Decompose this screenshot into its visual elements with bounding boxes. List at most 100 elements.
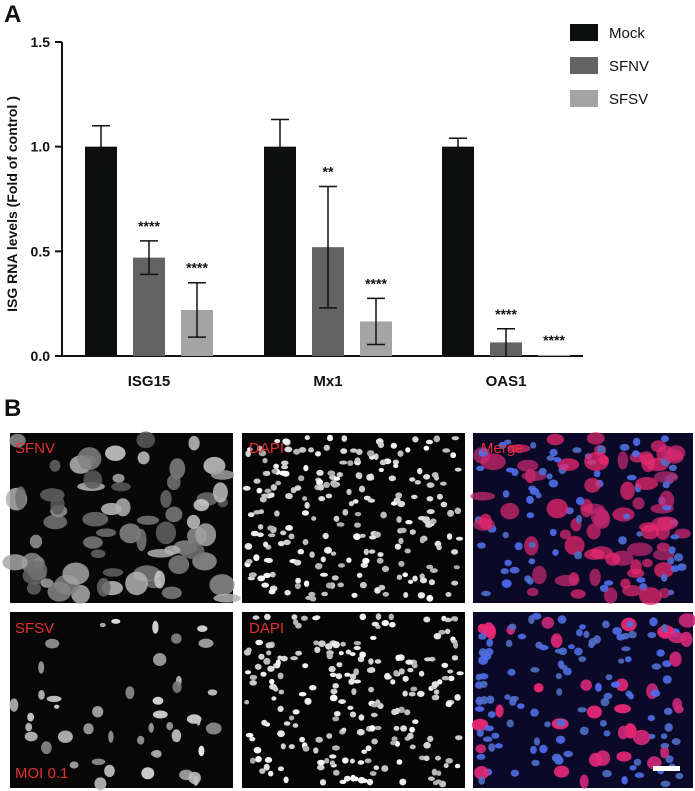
cell-blob [94, 777, 107, 791]
cell-blob [47, 581, 72, 602]
cell-blob [267, 525, 274, 531]
cell-blob [674, 705, 684, 714]
cell-blob [342, 757, 349, 764]
cell-blob [346, 488, 352, 495]
cell-blob [426, 509, 435, 515]
cell-blob [366, 450, 375, 457]
cell-blob [412, 575, 418, 582]
cell-blob [188, 771, 201, 785]
cell-blob [409, 477, 416, 482]
cell-blob [244, 670, 252, 675]
cell-blob [402, 572, 409, 578]
cell-blob [354, 511, 362, 517]
cell-blob [441, 676, 450, 681]
cell-blob [504, 559, 512, 567]
cell-blob [164, 545, 181, 555]
cell-blob [433, 689, 440, 695]
micrograph-sfsv [9, 612, 233, 791]
cell-blob [405, 447, 411, 453]
cell-blob [299, 736, 305, 743]
cell-blob [29, 534, 43, 549]
cell-blob [677, 563, 687, 571]
cell-blob [621, 776, 628, 785]
cell-blob [137, 451, 150, 465]
cell-blob [526, 587, 539, 597]
cell-blob [477, 542, 486, 549]
cell-blob [243, 649, 251, 656]
cell-blob [393, 725, 400, 731]
cell-blob [595, 682, 602, 692]
cell-blob [273, 686, 279, 692]
significance-label: **** [186, 260, 208, 276]
cell-blob [136, 431, 156, 449]
cell-blob [418, 670, 425, 677]
cell-blob [476, 465, 485, 471]
cell-blob [148, 722, 154, 733]
cell-blob [483, 622, 495, 637]
cell-blob [370, 703, 379, 708]
cell-blob [662, 660, 672, 668]
cell-blob [426, 594, 434, 602]
cell-blob [291, 614, 298, 620]
cell-blob [653, 471, 679, 483]
cell-blob [154, 570, 166, 589]
cell-blob [635, 477, 658, 490]
cell-blob [255, 639, 264, 646]
cell-blob [369, 725, 376, 732]
cell-blob [417, 592, 426, 599]
cell-blob [577, 707, 587, 713]
cell-blob [617, 725, 629, 740]
scale-bar [653, 766, 680, 771]
cell-blob [434, 779, 442, 785]
cell-blob [399, 527, 407, 534]
cell-blob [9, 698, 19, 712]
cell-blob [197, 625, 208, 632]
cell-blob [298, 447, 307, 453]
cell-blob [448, 675, 455, 682]
cell-blob [277, 766, 284, 772]
cell-blob [313, 640, 319, 646]
cell-blob [331, 482, 339, 488]
cell-blob [436, 770, 442, 776]
cell-blob [249, 736, 256, 742]
cell-blob [557, 458, 580, 471]
cell-blob [285, 525, 293, 531]
cell-blob [628, 630, 637, 639]
cell-blob [205, 722, 222, 735]
cell-blob [621, 632, 630, 640]
cell-blob [626, 474, 637, 481]
cell-blob [451, 436, 460, 441]
bar-chart: 0.0 0.5 1.0 1.5 ISG RNA levels (Fold of con… [4, 24, 649, 390]
cell-blob [559, 664, 568, 670]
cell-blob [665, 755, 674, 764]
cell-blob [398, 560, 405, 567]
category-label-oas1: OAS1 [486, 373, 527, 390]
cell-blob [478, 776, 486, 785]
cell-blob [277, 655, 283, 660]
cell-blob [409, 726, 415, 733]
cell-blob [480, 695, 488, 705]
cell-blob [603, 587, 618, 604]
cell-blob [393, 670, 399, 677]
cell-blob [557, 615, 567, 624]
cell-blob [247, 447, 253, 452]
cell-blob [356, 728, 365, 736]
cell-blob [593, 470, 601, 478]
legend-label-sfsv: SFSV [609, 91, 648, 108]
cell-blob [304, 697, 312, 705]
cell-blob [245, 732, 254, 738]
cell-blob [568, 644, 575, 650]
cell-blob [295, 577, 301, 584]
cell-blob [111, 482, 131, 492]
cell-blob [264, 470, 271, 476]
cell-blob [397, 500, 406, 508]
cell-blob [450, 452, 457, 459]
cell-blob [409, 744, 416, 750]
cell-blob [454, 694, 461, 701]
cell-blob [263, 572, 271, 579]
cell-blob [339, 460, 348, 465]
cell-blob [41, 741, 52, 755]
cell-blob [50, 494, 65, 515]
cell-blob [530, 708, 539, 717]
cell-blob [396, 516, 402, 523]
